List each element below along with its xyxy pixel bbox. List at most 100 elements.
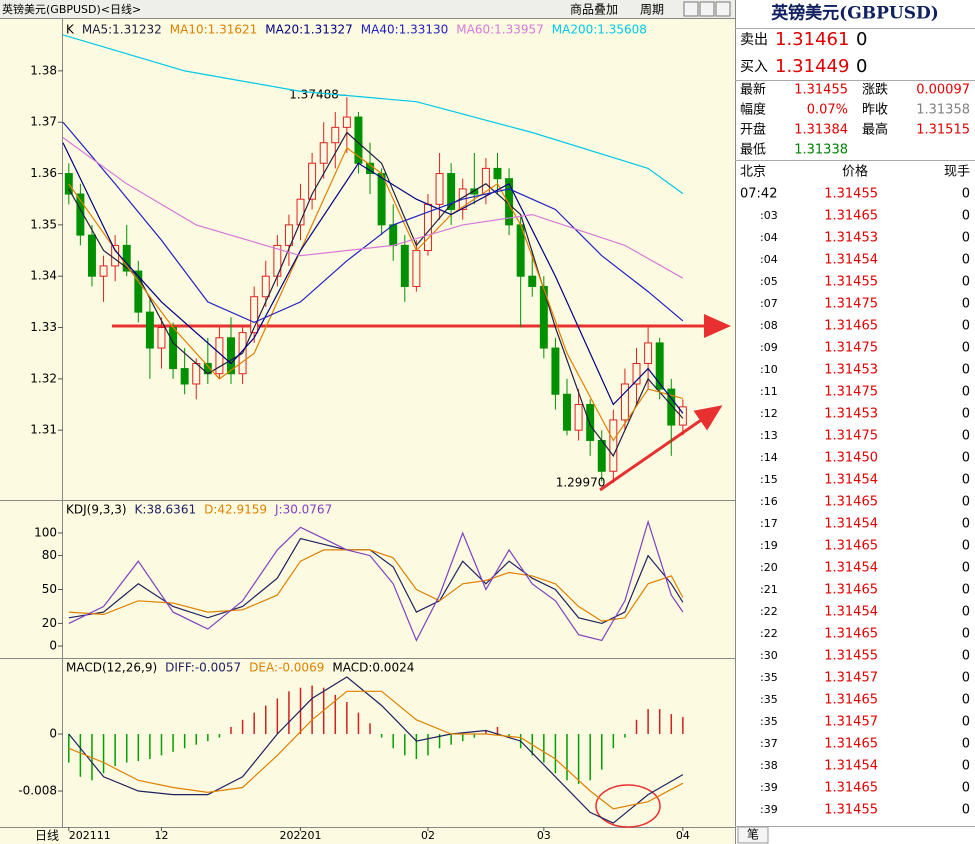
tick-time: :09 [760,341,778,354]
tick-time: :20 [760,561,778,574]
tick-price: 1.31454 [824,473,878,488]
tick-time: :35 [760,671,778,684]
tick-qty: 0 [962,451,970,466]
indicator-line [68,537,684,625]
candle-body [192,362,201,385]
tick-time: :12 [760,407,778,420]
tick-price: 1.31454 [824,517,878,532]
tick-time: :10 [760,363,778,376]
legend-label: MACD(12,26,9) [66,661,157,675]
y-tick-label: 0 [49,639,57,653]
stat-value: 1.31338 [794,143,848,158]
tick-time: :04 [760,253,778,266]
stat-value: 1.31358 [916,103,970,118]
tick-time: :35 [760,693,778,706]
candle-body [609,419,618,472]
candle-body [284,224,293,246]
y-tick-label: 1.35 [30,217,57,231]
legend-label: DEA:-0.0069 [249,661,324,675]
tick-time: :21 [760,583,778,596]
tick-time: :03 [760,209,778,222]
tick-qty: 0 [962,275,970,290]
candle-body [250,296,259,334]
nav-button[interactable] [699,1,715,17]
tick-qty: 0 [962,671,970,686]
tick-qty: 0 [962,473,970,488]
tick-qty: 0 [962,407,970,422]
legend-label: MA200:1.35608 [552,23,647,37]
tick-time: :15 [760,473,778,486]
toolbar-button[interactable]: 商品叠加 [570,2,618,17]
tick-price: 1.31465 [824,539,878,554]
tick-qty: 0 [962,187,970,202]
tick-price: 1.31475 [824,429,878,444]
tick-time: :35 [760,715,778,728]
stat-value: 1.31384 [794,123,848,138]
period-label: 日线 [35,829,59,843]
tick-qty: 0 [962,495,970,510]
toolbar [0,0,735,18]
candle-body [342,116,351,128]
indicator-line [68,676,684,824]
candle-body [389,224,398,246]
x-tick-label: 02 [421,829,435,842]
y-tick-label: 1.37 [30,115,57,129]
stat-value: 1.31515 [916,123,970,138]
stat-label: 最高 [862,122,888,138]
legend-label: KDJ(9,3,3) [66,503,127,517]
annotation-arrow [599,405,723,492]
legend-label: MA40:1.33130 [361,23,449,37]
tick-time: :30 [760,649,778,662]
tick-time: :14 [760,451,778,464]
tick-qty: 0 [962,209,970,224]
indicator-line [62,137,684,279]
x-tick-label: 03 [537,829,551,842]
tick-price: 1.31475 [824,385,878,400]
tick-time: :11 [760,385,778,398]
tick-price: 1.31465 [824,693,878,708]
candle-body [308,162,317,200]
y-tick-label: 20 [42,616,57,630]
y-tick-label: 50 [42,582,57,596]
x-tick-label: 202111 [69,829,111,842]
tick-qty: 0 [962,737,970,752]
tick-qty: 0 [962,341,970,356]
tab-label[interactable]: 笔 [747,827,759,842]
y-tick-label: 1.38 [30,63,57,77]
candle-body [597,439,606,472]
legend-label: MA10:1.31621 [170,23,258,37]
candle-body [157,327,166,349]
toolbar-button[interactable]: 周期 [640,3,664,17]
tick-price: 1.31457 [824,715,878,730]
candle-body [644,342,653,364]
tick-price: 1.31465 [824,781,878,796]
tick-price: 1.31457 [824,671,878,686]
x-tick-label: 12 [154,829,168,842]
candle-body [319,142,328,164]
quote-panel [735,0,975,844]
candle-body [169,327,178,370]
tab[interactable] [737,826,769,844]
nav-button[interactable] [715,1,731,17]
candle-body [412,250,421,287]
quote-title: 英镑美元(GBPUSD) [771,3,939,24]
extreme-label: 1.29970 [556,476,606,490]
candle-body [632,362,641,385]
stat-value: 1.31455 [794,83,848,98]
tick-qty: 0 [962,231,970,246]
candle-body [528,275,537,287]
tick-time: :16 [760,495,778,508]
indicator-line [62,121,684,324]
y-tick-label: 1.33 [30,320,57,334]
tick-price: 1.31455 [824,803,878,818]
nav-button[interactable] [683,1,699,17]
quote-qty: 0 [856,29,867,50]
tick-time: 07:42 [740,187,777,202]
indicator-line [68,131,684,458]
tick-time: :07 [760,297,778,310]
ticks-header: 现手 [944,165,970,180]
tick-time: :22 [760,627,778,640]
tick-qty: 0 [962,253,970,268]
candle-body [493,167,502,180]
candle-body [261,275,270,298]
